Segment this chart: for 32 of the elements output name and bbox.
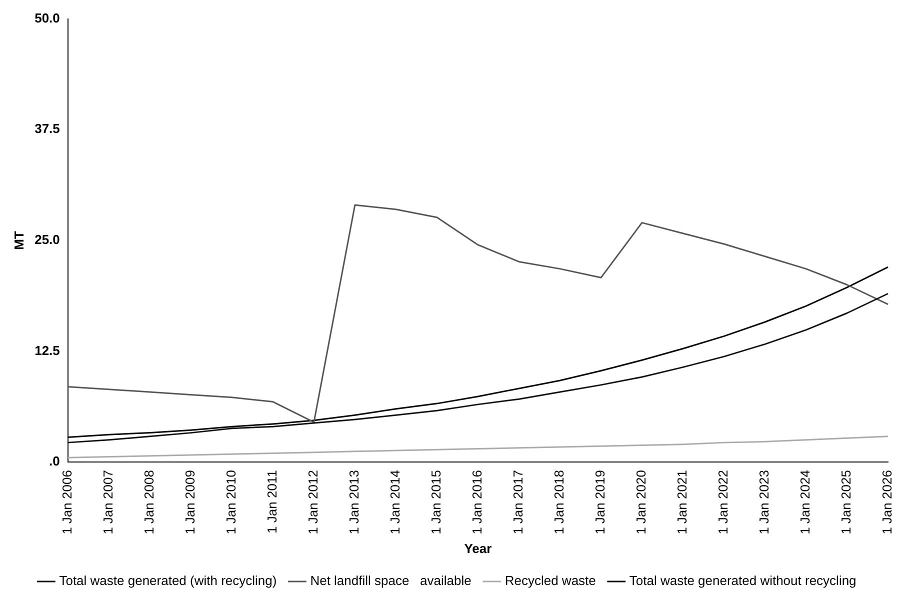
x-tick-label: 1 Jan 2017 [510, 470, 526, 534]
y-axis-title: MT [11, 230, 26, 250]
x-tick-label: 1 Jan 2021 [674, 470, 690, 534]
legend-label: Total waste generated without recycling [629, 573, 856, 588]
x-tick-label: 1 Jan 2024 [798, 470, 813, 534]
x-tick-label: 1 Jan 2013 [346, 470, 362, 534]
y-tick-label: 50.0 [34, 10, 60, 26]
x-tick-label: 1 Jan 2012 [306, 470, 321, 534]
x-tick-label: 1 Jan 2015 [428, 470, 444, 534]
legend-label: Net landfill space available [310, 573, 472, 588]
x-tick-label: 1 Jan 2008 [141, 470, 156, 534]
x-tick-label: 1 Jan 2025 [838, 470, 854, 534]
x-tick-label: 1 Jan 2026 [880, 470, 895, 534]
x-tick-label: 1 Jan 2019 [592, 470, 608, 534]
x-tick-label: 1 Jan 2011 [264, 470, 280, 534]
x-tick-label: 1 Jan 2014 [388, 470, 403, 534]
x-tick-label: 1 Jan 2007 [100, 470, 116, 534]
x-tick-label: 1 Jan 2023 [756, 470, 772, 534]
x-tick-label: 1 Jan 2018 [552, 470, 567, 534]
x-tick-label: 1 Jan 2020 [634, 470, 649, 534]
y-tick-label: 25.0 [34, 232, 60, 248]
x-tick-label: 1 Jan 2010 [224, 470, 238, 534]
x-tick-label: 1 Jan 2016 [470, 470, 485, 534]
y-tick-label: 12.5 [34, 342, 60, 358]
x-tick-label: 1 Jan 2022 [716, 470, 731, 534]
y-tick-label: 37.5 [34, 121, 60, 136]
legend-label: Total waste generated (with recycling) [59, 573, 277, 588]
y-tick-label: .0 [49, 454, 60, 469]
x-tick-label: 1 Jan 2006 [59, 470, 74, 534]
legend-label: Recycled waste [504, 573, 596, 588]
x-tick-label: 1 Jan 2009 [182, 470, 198, 534]
x-axis-title: Year [464, 540, 492, 556]
